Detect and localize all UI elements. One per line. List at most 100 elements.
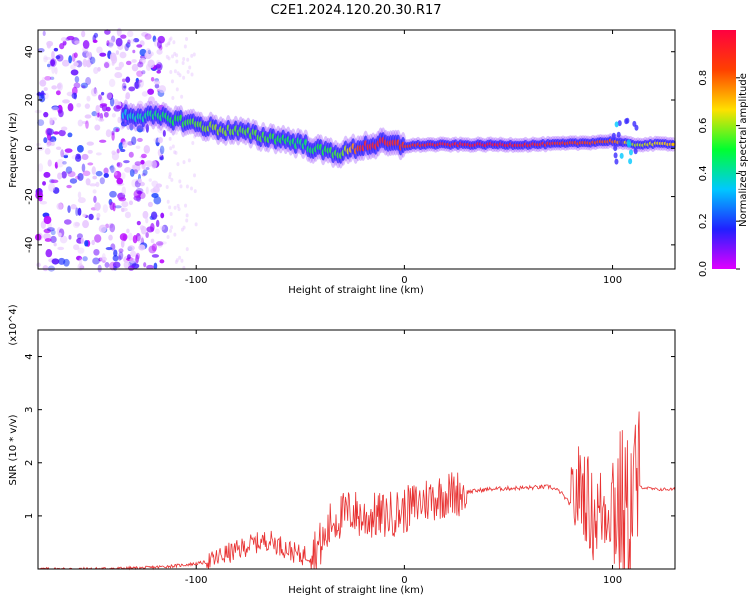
- snr-y-label: SNR (10 * v/v): [8, 414, 19, 485]
- noise-blob: [181, 60, 185, 65]
- noise-blob: [69, 178, 78, 184]
- noise-blob: [49, 58, 57, 68]
- noise-blob: [156, 70, 162, 74]
- noise-blob: [145, 167, 150, 171]
- noise-blob: [118, 61, 125, 68]
- noise-blob: [175, 59, 179, 64]
- noise-blob: [134, 81, 140, 89]
- spectrogram-y-tick: 40: [24, 45, 675, 58]
- noise-blob: [121, 82, 127, 92]
- noise-blob: [172, 40, 176, 45]
- snr-y-tick: 3: [24, 406, 675, 413]
- noise-blob: [117, 116, 121, 124]
- noise-blob: [111, 152, 120, 161]
- snr-y-tick: 1: [24, 513, 675, 519]
- svg-text:-100: -100: [185, 275, 208, 286]
- noise-blob: [153, 80, 161, 85]
- svg-text:0: 0: [401, 275, 407, 286]
- noise-blob: [168, 175, 172, 180]
- noise-blob: [85, 59, 92, 68]
- snr-y-ticks: 1 2 3 4: [24, 353, 675, 519]
- noise-blob: [87, 162, 94, 166]
- noise-blob: [180, 94, 184, 99]
- spectrogram-panel: -100 0 100 -40 -20 0 20 40 Height of straight …: [8, 27, 677, 296]
- noise-blob: [158, 85, 167, 94]
- noise-blob: [113, 171, 118, 176]
- noise-blob: [182, 160, 186, 165]
- noise-blob: [51, 65, 56, 74]
- noise-blob: [132, 235, 138, 244]
- noise-blob: [135, 254, 139, 264]
- noise-blob: [128, 151, 134, 158]
- noise-blob: [55, 90, 61, 96]
- noise-blob: [185, 218, 189, 223]
- noise-blob: [124, 167, 132, 173]
- noise-blob: [95, 112, 99, 121]
- noise-blob: [38, 196, 43, 202]
- noise-blob: [87, 149, 93, 154]
- noise-blob: [150, 238, 155, 244]
- noise-blob: [54, 67, 58, 75]
- noise-blob: [50, 138, 56, 147]
- noise-blob: [91, 111, 98, 117]
- noise-blob: [121, 201, 129, 208]
- noise-blob: [77, 191, 82, 199]
- noise-blob: [58, 257, 66, 265]
- noise-blob: [102, 204, 108, 213]
- noise-blob: [82, 40, 90, 49]
- noise-blob: [141, 91, 149, 97]
- noise-blob: [59, 235, 68, 244]
- noise-blob: [182, 75, 186, 80]
- noise-blob: [113, 266, 118, 271]
- noise-blob: [105, 129, 112, 138]
- noise-blob: [98, 118, 105, 122]
- noise-blob: [141, 173, 146, 177]
- noise-blob: [165, 54, 169, 59]
- colorbar-label: Normalized spectral amplitude: [738, 73, 749, 227]
- ridge-excursion: [611, 132, 616, 139]
- ridge-excursion: [614, 158, 619, 165]
- ridge-excursion: [632, 120, 637, 127]
- noise-blob: [55, 55, 61, 60]
- svg-text:4: 4: [24, 353, 35, 359]
- noise-blob: [91, 239, 96, 246]
- noise-blob: [122, 141, 128, 148]
- noise-blob: [57, 172, 63, 180]
- noise-blob: [71, 92, 77, 99]
- noise-blob: [82, 213, 87, 218]
- noise-blob: [77, 119, 84, 127]
- noise-blob: [39, 79, 46, 85]
- noise-blob: [115, 128, 119, 132]
- noise-blob: [49, 76, 55, 81]
- noise-blob: [127, 232, 133, 241]
- svg-text:0.2: 0.2: [698, 213, 709, 229]
- noise-blob: [143, 144, 151, 154]
- snr-x-label: Height of straight line (km): [288, 585, 424, 596]
- noise-blob: [115, 50, 119, 55]
- noise-blob: [51, 258, 60, 265]
- noise-blob: [170, 225, 174, 230]
- noise-blob: [67, 103, 74, 112]
- noise-blob: [106, 40, 110, 47]
- noise-blob: [109, 201, 115, 211]
- noise-blob: [168, 136, 172, 141]
- noise-blob: [169, 36, 173, 41]
- noise-blob: [109, 223, 116, 233]
- spectrogram-x-ticks: -100 0 100: [185, 30, 622, 286]
- noise-blob: [50, 59, 56, 67]
- noise-blob: [116, 177, 124, 185]
- noise-blob: [56, 158, 64, 168]
- noise-blob: [40, 220, 47, 229]
- noise-blob: [132, 49, 136, 54]
- noise-blob: [176, 203, 180, 208]
- noise-blob: [50, 235, 57, 244]
- noise-blob: [82, 170, 91, 177]
- noise-blob: [153, 262, 158, 270]
- svg-text:0.4: 0.4: [698, 165, 709, 181]
- noise-blob: [113, 249, 118, 257]
- noise-blob: [133, 81, 141, 90]
- noise-blob: [92, 257, 100, 265]
- noise-blob: [50, 179, 59, 184]
- noise-blob: [110, 167, 117, 173]
- noise-blob: [176, 162, 180, 167]
